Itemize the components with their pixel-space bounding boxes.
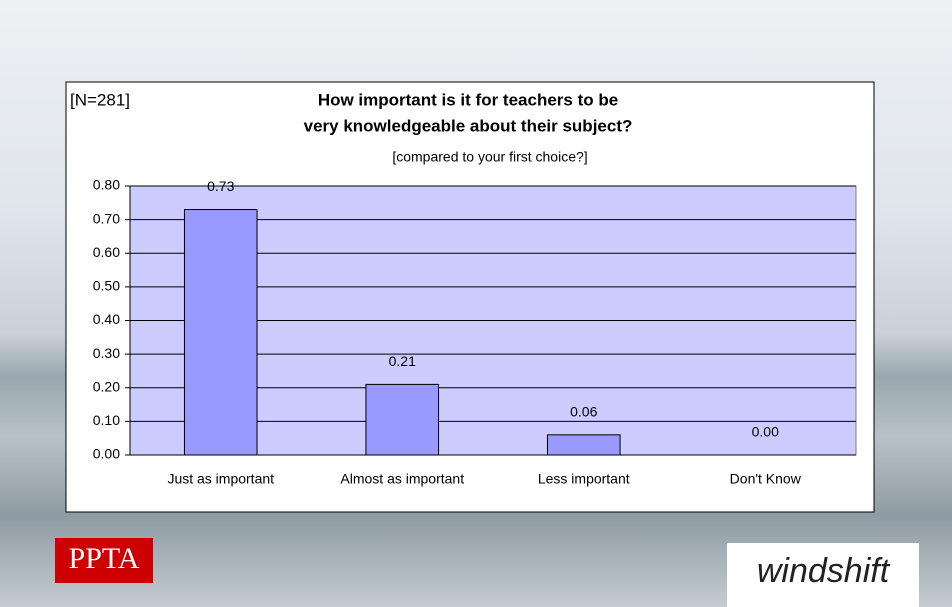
logo-box	[55, 538, 153, 583]
y-tick-label: 0.40	[93, 311, 120, 327]
y-tick-label: 0.00	[93, 446, 120, 462]
y-tick-label: 0.20	[93, 378, 120, 394]
data-label: 0.00	[752, 424, 779, 440]
x-tick-label: Less important	[538, 471, 630, 487]
y-tick-label: 0.30	[93, 345, 120, 361]
annotation: [N=281]	[70, 90, 130, 109]
x-tick-label: Almost as important	[340, 471, 464, 487]
y-tick-label: 0.60	[93, 244, 120, 260]
logo: windshift	[757, 552, 891, 590]
plot: 0.00 0.10 0.20 0.30 0.40 0.50 0.60 0.70 0.80 Just…	[93, 177, 857, 487]
bar	[183, 209, 258, 456]
x-tick-label: Just as important	[167, 471, 274, 487]
y-tick-label: 0.10	[93, 412, 120, 428]
data-label: 0.73	[207, 178, 234, 194]
y-tick-label: 0.80	[93, 177, 120, 193]
logo-box	[727, 543, 919, 607]
y-tick-label: 0.70	[93, 210, 120, 226]
chart-title: very knowledgeable about their subject?	[304, 116, 633, 135]
bar	[365, 383, 440, 456]
logo: PPTA	[69, 542, 140, 575]
data-label: 0.21	[389, 353, 416, 369]
chart-title: How important is it for teachers to be	[318, 90, 618, 109]
bar	[546, 434, 621, 456]
chart-subtitle: [compared to your first choice?]	[392, 149, 587, 165]
data-label: 0.06	[570, 404, 597, 420]
y-tick-label: 0.50	[93, 278, 120, 294]
x-tick-label: Don't Know	[730, 471, 802, 487]
